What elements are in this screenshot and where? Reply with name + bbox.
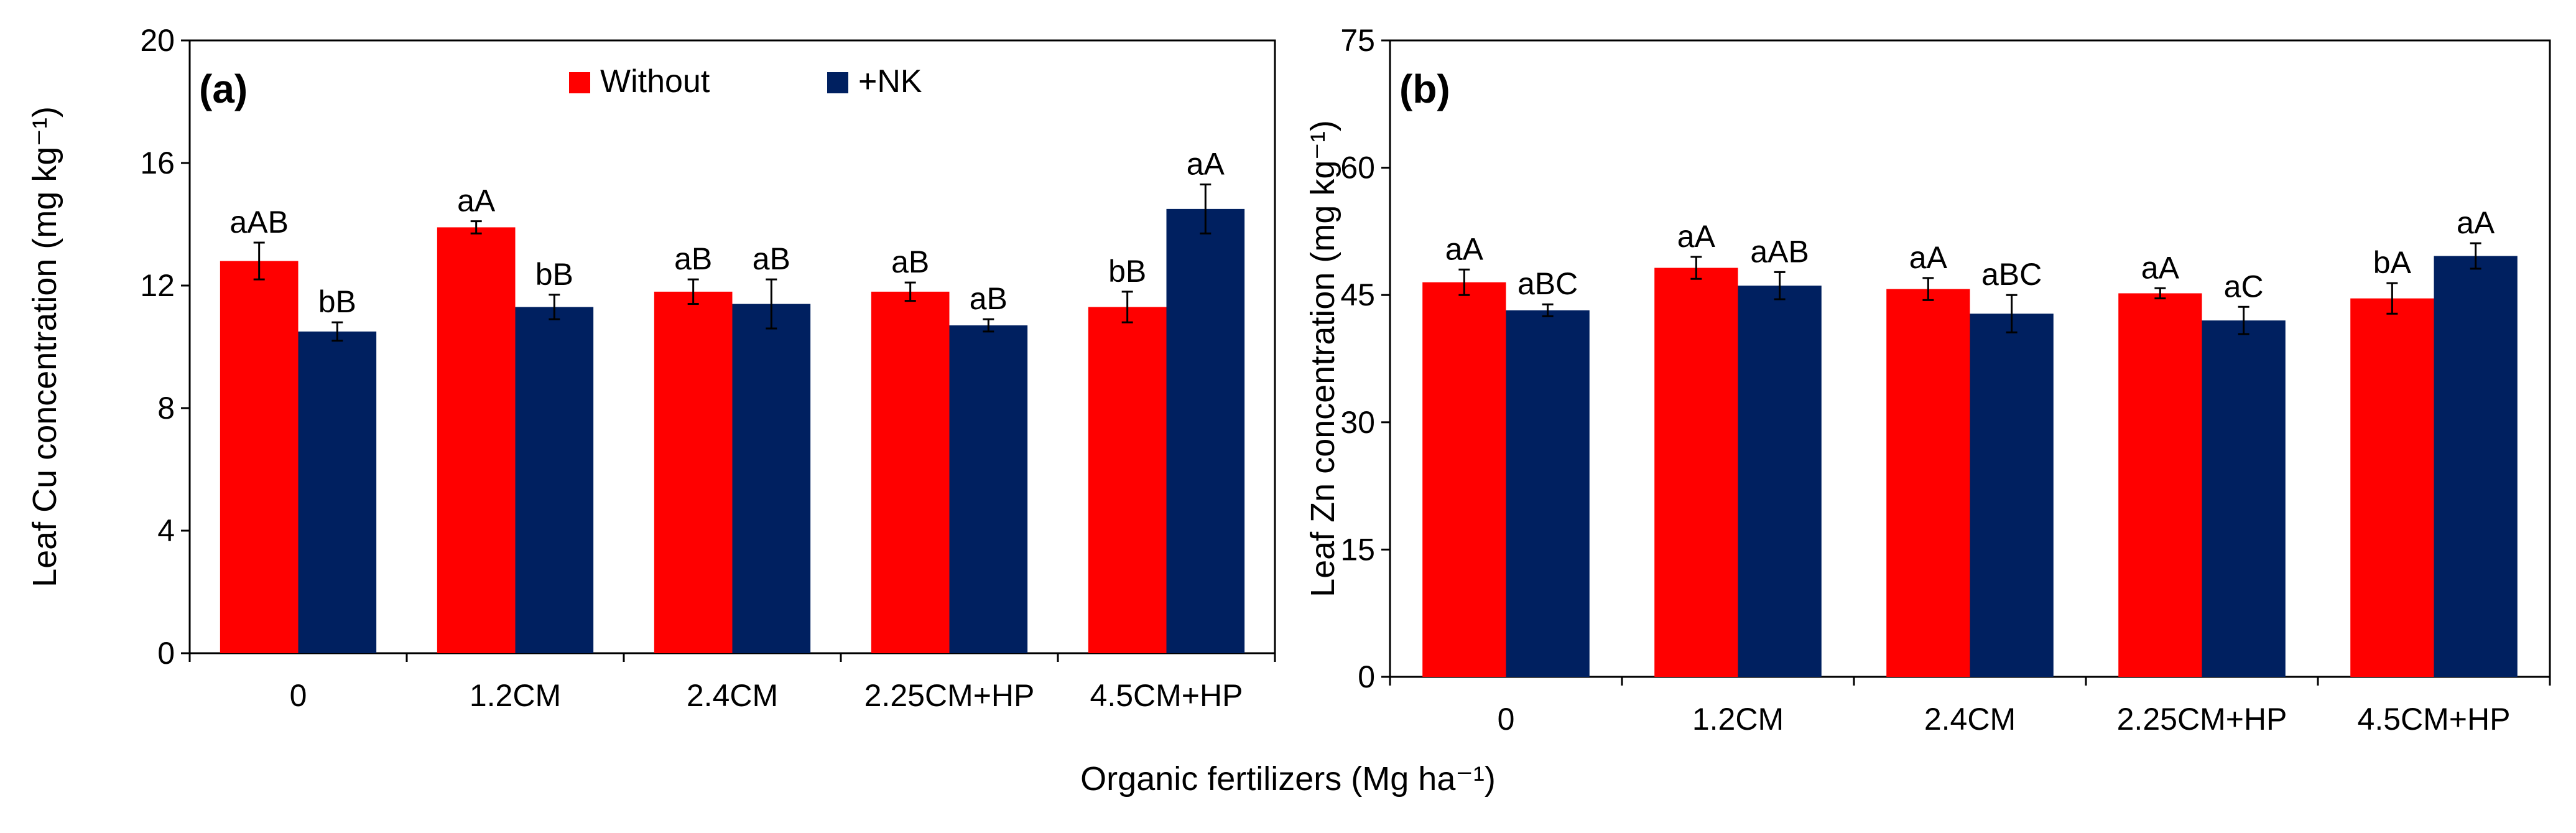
x-tick-label: 0	[290, 678, 307, 713]
y-tick-label: 16	[140, 146, 175, 180]
bar-without	[437, 227, 516, 653]
x-tick-label: 0	[1498, 702, 1515, 737]
significance-label: aB	[674, 241, 712, 276]
error-bar	[2006, 294, 2018, 333]
legend-swatch	[827, 72, 848, 93]
legend-label: +NK	[858, 63, 922, 100]
error-bar	[331, 321, 343, 342]
significance-label: aA	[1187, 146, 1225, 181]
error-bar	[1774, 271, 1786, 300]
error-bar	[2238, 305, 2249, 335]
panel-label: (b)	[1399, 67, 1450, 111]
error-bar	[253, 241, 265, 281]
shared-x-axis-title: Organic fertilizers (Mg ha⁻¹)	[1080, 760, 1496, 798]
bar-nk	[1506, 310, 1590, 677]
x-tick-label: 4.5CM+HP	[1090, 678, 1243, 713]
legend-label: Without	[600, 63, 710, 100]
significance-label: aA	[1677, 219, 1716, 254]
significance-label: bB	[1108, 254, 1146, 289]
error-bar	[1200, 183, 1212, 235]
significance-label: aB	[970, 281, 1008, 316]
bar-nk	[1166, 208, 1245, 653]
y-tick-label: 0	[1358, 659, 1375, 694]
significance-label: aB	[891, 244, 929, 279]
error-bar	[2470, 242, 2481, 270]
bar-without	[220, 261, 299, 654]
y-axis-title: Leaf Zn concentration (mg kg⁻¹)	[1304, 120, 1341, 597]
legend-swatch	[569, 72, 590, 93]
significance-label: bA	[2373, 245, 2412, 280]
bar-without	[2350, 298, 2434, 677]
significance-label: aBC	[1981, 257, 2042, 292]
y-tick-label: 75	[1340, 23, 1375, 58]
x-tick-label: 2.25CM+HP	[864, 678, 1035, 713]
x-tick-label: 2.25CM+HP	[2117, 702, 2287, 737]
error-bar	[1922, 277, 1934, 301]
bar-without	[1654, 268, 1738, 677]
error-bar	[983, 318, 994, 333]
y-tick-label: 30	[1340, 405, 1375, 440]
error-bar	[904, 281, 916, 302]
error-bar	[1121, 291, 1133, 323]
significance-label: aBC	[1517, 266, 1578, 301]
y-tick-label: 45	[1340, 277, 1375, 312]
y-tick-label: 60	[1340, 151, 1375, 185]
y-tick-label: 0	[157, 636, 175, 671]
error-bar	[766, 278, 777, 330]
significance-label: aA	[2457, 205, 2495, 240]
bar-nk	[1970, 314, 2054, 677]
bar-nk	[298, 331, 377, 653]
significance-label: bB	[318, 284, 356, 319]
error-bar	[1458, 268, 1470, 296]
y-tick-label: 4	[157, 513, 175, 548]
y-tick-label: 20	[140, 23, 175, 58]
bar-nk	[515, 307, 594, 654]
y-axis-title: Leaf Cu concentration (mg kg⁻¹)	[26, 106, 63, 587]
bar-nk	[1738, 286, 1822, 677]
significance-label: aA	[1445, 231, 1484, 266]
x-tick-label: 1.2CM	[470, 678, 561, 713]
y-tick-label: 12	[140, 268, 175, 303]
x-tick-label: 2.4CM	[1924, 702, 2016, 737]
significance-label: aA	[1909, 240, 1948, 275]
significance-label: aC	[2224, 269, 2264, 304]
bar-without	[871, 291, 950, 654]
error-bar	[1690, 256, 1702, 280]
panel-b-zn-chart: 0 15 30 45 60 75 Leaf Zn concentration (mg kg⁻…	[1304, 23, 2551, 737]
bar-without	[654, 291, 733, 654]
error-bar	[2154, 287, 2166, 300]
error-bar	[549, 294, 560, 320]
bar-without	[1886, 289, 1970, 677]
bar-without	[1088, 307, 1167, 654]
error-bar	[470, 220, 482, 235]
panel-a-cu-chart: 0 4 8 12 16 20 Leaf Cu concentration (mg kg⁻¹)…	[26, 23, 1276, 713]
bar-nk	[2434, 256, 2518, 677]
error-bar	[2386, 282, 2398, 315]
significance-label: aB	[753, 241, 790, 276]
significance-label: aAB	[1750, 234, 1809, 269]
bar-nk	[732, 304, 811, 653]
bar-without	[1422, 282, 1506, 677]
legend: Without +NK	[569, 63, 922, 100]
x-tick-label: 4.5CM+HP	[2358, 702, 2511, 737]
bar-without	[2118, 293, 2202, 677]
significance-label: aA	[2141, 250, 2180, 285]
y-tick-label: 8	[157, 391, 175, 426]
significance-label: aA	[457, 184, 496, 218]
bar-nk	[2202, 320, 2286, 677]
x-tick-label: 1.2CM	[1692, 702, 1784, 737]
error-bar	[687, 278, 699, 305]
y-tick-label: 15	[1340, 532, 1375, 567]
significance-label: bB	[535, 257, 573, 292]
x-tick-label: 2.4CM	[687, 678, 778, 713]
bar-nk	[949, 325, 1028, 653]
significance-label: aAB	[229, 205, 289, 240]
error-bar	[1542, 303, 1554, 317]
panel-label: (a)	[199, 67, 248, 111]
